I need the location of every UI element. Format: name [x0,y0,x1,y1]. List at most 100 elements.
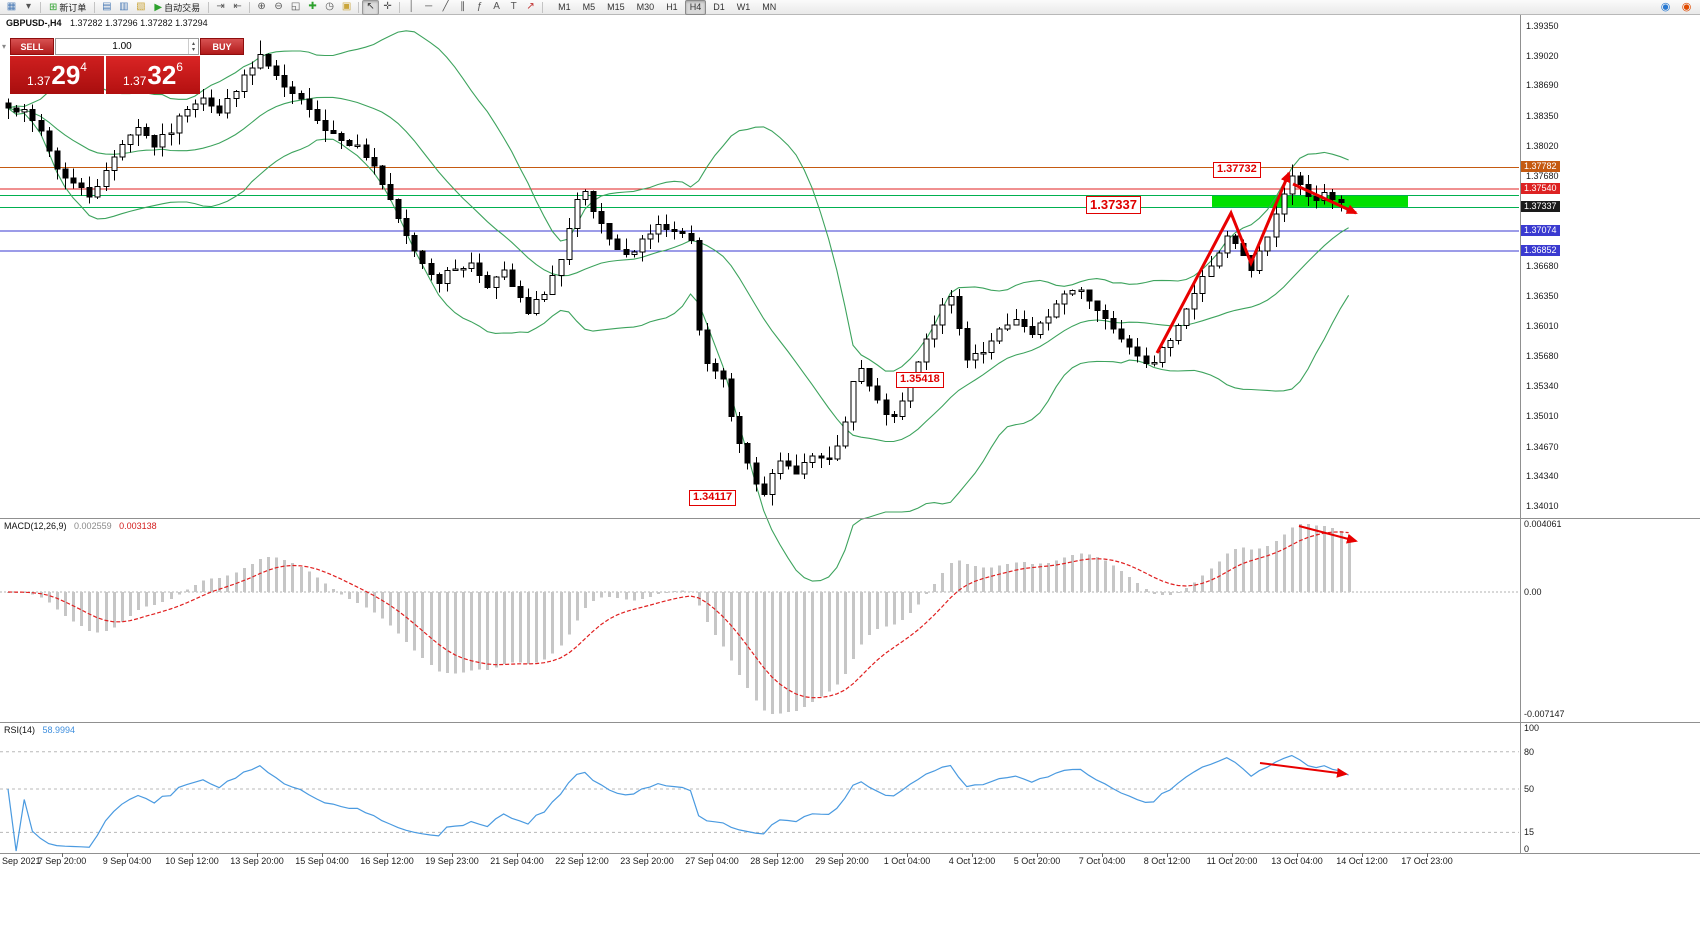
trendline-icon[interactable]: ╱ [442,1,449,12]
indicators-icon[interactable]: ✚ [308,1,317,12]
rsi-line [7,754,1349,852]
macd-signal-line [7,531,1349,699]
market-watch-icon[interactable]: ▤ [102,1,112,12]
time-label: 28 Sep 12:00 [750,856,804,866]
text-icon[interactable]: A [493,1,500,12]
timeframe-M5[interactable]: M5 [582,2,596,12]
auto-scroll-icon[interactable]: ⇤ [233,1,242,12]
fibonacci-icon[interactable]: ƒ [476,1,483,12]
price-scale-label: 1.35340 [1526,381,1559,392]
timeframe-H4[interactable]: H4 [684,0,707,15]
time-label: Sep 2021 [2,856,41,866]
time-label: 19 Sep 23:00 [425,856,479,866]
autotrade-button[interactable]: ▶ 自动交易 [149,0,205,15]
navigator-icon[interactable]: ▧ [136,1,146,12]
timeframe-W1[interactable]: W1 [736,2,751,12]
one-click-controls: SELL ▴ ▾ BUY [10,38,244,55]
new-chart-icon[interactable]: ▦ [6,1,17,12]
periods-icon[interactable]: ◷ [325,1,334,12]
rsi-scale-50: 50 [1524,784,1535,794]
community-icon[interactable]: ◉ [1660,0,1671,13]
one-click-prices: 1.37 29 4 1.37 32 6 [10,56,200,94]
annotation-price-tag[interactable]: 1.37732 [1213,162,1261,178]
toolbar-separator [94,1,96,13]
data-window-icon[interactable]: ▥ [119,1,129,12]
new-order-button-label: 新订单 [59,2,87,13]
vertical-line-icon[interactable]: │ [408,1,415,12]
timeframe-M15[interactable]: M15 [607,2,625,12]
price-scale-label: 1.39020 [1526,50,1559,61]
zoom-in-icon[interactable]: ⊕ [257,1,266,12]
timeframe-D1[interactable]: D1 [713,2,725,12]
trend-arrows[interactable] [1155,171,1358,778]
timeframe-M1[interactable]: M1 [558,2,571,12]
price-scale-label: 1.34670 [1526,441,1559,452]
sell-button[interactable]: SELL [10,38,54,55]
price-scale-label: 1.34010 [1526,501,1559,511]
time-label: 5 Oct 20:00 [1013,856,1061,866]
chart-header: GBPUSD-,H4 1.37282 1.37296 1.37282 1.372… [6,18,208,28]
time-label: 13 Oct 04:00 [1271,856,1323,866]
toolbar-right-icons: ◉ ◉ [1657,0,1697,15]
macd-scale-zero: 0.00 [1524,587,1542,598]
volume-down-icon[interactable]: ▾ [191,46,195,53]
price-scale-label: 1.36680 [1526,261,1559,271]
annotation-price-tag[interactable]: 1.34117 [689,490,737,506]
chart-list-dropdown-icon[interactable]: ▾ [25,1,32,12]
macd-scale-top: 0.004061 [1524,519,1562,529]
macd-signal-value: 0.003138 [119,521,157,531]
toolbar-separator [399,1,401,13]
horizontal-line-icon[interactable]: ─ [425,1,433,12]
rsi-indicator-label: RSI(14) 58.9994 [4,725,75,735]
crosshair-icon[interactable]: ✛ [383,1,392,12]
cursor-icon[interactable]: ↖ [362,0,380,15]
rsi-scale-0: 0 [1524,844,1530,854]
time-label: 4 Oct 12:00 [948,856,996,866]
chart-shift-icon[interactable]: ⇥ [216,1,225,12]
timeframe-M30[interactable]: M30 [636,2,655,12]
buy-price-display[interactable]: 1.37 32 6 [106,56,200,94]
buy-price-prefix: 1.37 [123,74,147,88]
panel-separators[interactable] [0,15,1700,854]
macd-histogram [7,524,1351,714]
oneclick-collapse-icon[interactable]: ▾ [2,42,7,51]
macd-indicator-label: MACD(12,26,9) 0.002559 0.003138 [4,521,157,531]
timeframe-MN[interactable]: MN [762,2,777,12]
label-icon[interactable]: T [510,1,517,12]
timeframe-H1[interactable]: H1 [666,2,678,12]
time-label: 23 Sep 20:00 [620,856,674,866]
macd-scale-bottom: -0.007147 [1524,709,1565,719]
time-label: 7 Sep 20:00 [37,856,87,866]
zoom-out-icon[interactable]: ⊖ [274,1,283,12]
price-scale-label: 1.38690 [1526,80,1559,91]
one-click-trading-panel: SELL ▴ ▾ BUY 1.37 29 4 1.37 32 6 [10,38,244,94]
buy-button[interactable]: BUY [200,38,244,55]
rsi-name: RSI(14) [4,725,36,735]
buy-price-pip: 6 [176,60,183,74]
price-tag-137540: 1.37540 [1521,182,1560,194]
toolbar-separator [40,1,41,13]
channel-icon[interactable]: ∥ [460,1,466,12]
arrows-tool-icon[interactable]: ↗ [526,1,535,12]
bollinger-bands [7,30,1350,582]
annotation-price-tag[interactable]: 1.35418 [896,372,944,388]
tile-windows-icon[interactable]: ◱ [290,1,301,12]
notification-icon[interactable]: ◉ [1681,0,1692,13]
price-scale-label: 1.39350 [1526,21,1559,31]
annotation-price-tag[interactable]: 1.37337 [1086,196,1141,215]
templates-icon[interactable]: ▣ [341,1,352,12]
new-order-button[interactable]: ⊞ 新订单 [44,0,91,15]
projection-arrow [1292,182,1358,215]
ohlc-values: 1.37282 1.37296 1.37282 1.37294 [70,18,208,28]
price-scale-label: 1.35680 [1526,350,1559,361]
volume-input[interactable] [56,39,188,54]
supply-zone-rectangle[interactable] [1212,194,1408,207]
level-lines [0,166,1519,252]
sell-price-display[interactable]: 1.37 29 4 [10,56,104,94]
time-label: 13 Sep 20:00 [230,856,284,866]
time-label: 17 Oct 23:00 [1401,856,1453,866]
macd-name: MACD(12,26,9) [4,521,67,531]
